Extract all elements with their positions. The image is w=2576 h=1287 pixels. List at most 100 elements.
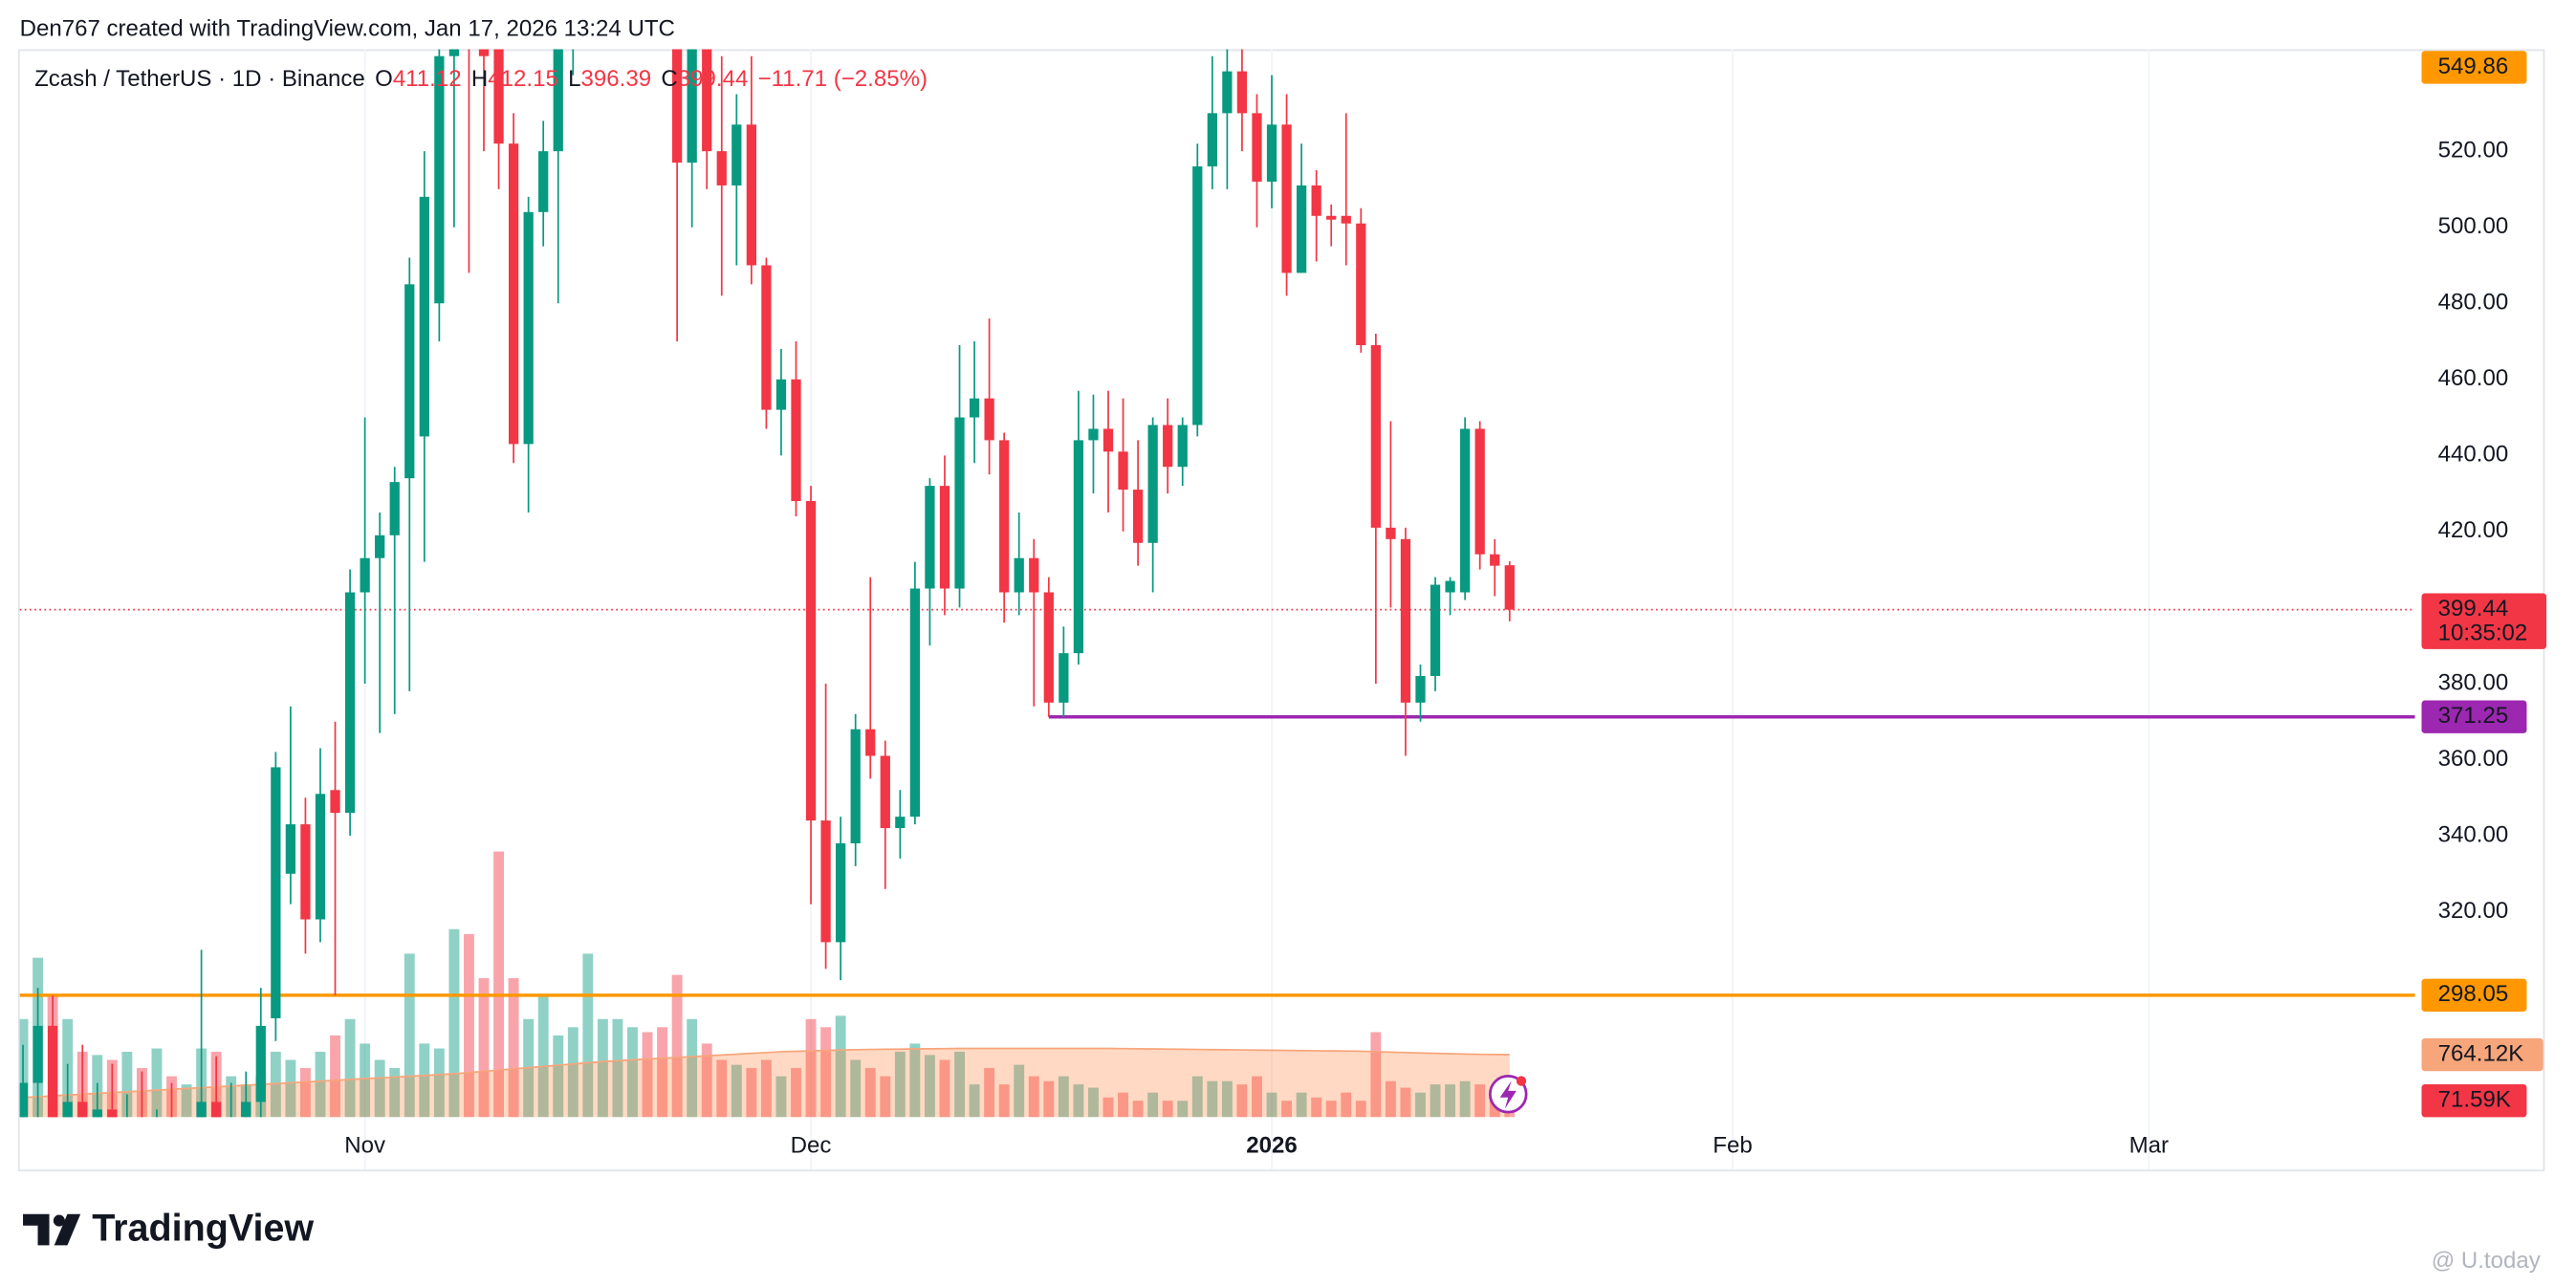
candle-body (791, 379, 801, 502)
candle-body (850, 729, 861, 843)
volume-bar (1058, 1076, 1069, 1118)
candle-body (508, 143, 519, 445)
y-tick-label: 500.00 (2438, 213, 2509, 239)
level-label-box (2421, 51, 2527, 84)
ohlc-letter: H (471, 67, 488, 93)
volume-ma-label-box (2421, 1037, 2543, 1072)
candle-body (1504, 565, 1515, 610)
volume-bar (1088, 1087, 1099, 1118)
volume-bar (1474, 1084, 1486, 1118)
volume-bar (299, 1068, 311, 1118)
candle-body (1014, 557, 1024, 593)
candle-body (1266, 124, 1277, 182)
labels: 320.00 340.00 360.00 380.00 420.00 440.00 460.… (344, 51, 2547, 1159)
candle-body (404, 284, 415, 479)
x-tick-label: Mar (2129, 1133, 2169, 1159)
candle-body (1490, 554, 1500, 566)
volume-bar (760, 1059, 772, 1118)
candle-body (92, 1109, 102, 1118)
volume-bar (1325, 1101, 1337, 1118)
change: −11.71 (−2.85%) (758, 67, 928, 93)
candle-body (19, 1082, 29, 1118)
candle-body (300, 824, 311, 920)
volume-bar (508, 978, 519, 1118)
candle-body (820, 820, 831, 943)
candle-body (1147, 425, 1158, 543)
y-tick-label: 380.00 (2438, 669, 2509, 695)
level-label: 549.86 (2438, 54, 2509, 79)
volume-bar (805, 1018, 817, 1118)
levels (19, 608, 2415, 997)
candle-body (1132, 490, 1144, 543)
candle-body (671, 49, 683, 164)
volume-bar (642, 1032, 653, 1118)
candle-body (969, 398, 980, 418)
volume-bar (374, 1059, 385, 1118)
candle-body (1102, 428, 1114, 452)
candle-body (493, 49, 504, 144)
price-label-box (2421, 593, 2547, 649)
volume-bar (1341, 1092, 1352, 1118)
level-label-box (2421, 700, 2527, 733)
y-tick-label: 340.00 (2438, 821, 2509, 847)
candle-body (1192, 166, 1203, 425)
volume-bar (493, 851, 504, 1118)
volume-bar (344, 1018, 356, 1118)
candle-body (746, 124, 756, 266)
volume-bar (360, 1043, 371, 1118)
volume-bar (285, 1059, 296, 1118)
candle-body (196, 1102, 207, 1118)
volume-bar (404, 953, 415, 1118)
x-tick-label: Dec (791, 1133, 832, 1159)
y-tick-label: 480.00 (2438, 290, 2509, 316)
volume-bar (894, 1051, 906, 1118)
candle-body (33, 1025, 43, 1083)
volume-bar (864, 1068, 876, 1118)
volume-bar (909, 1043, 921, 1118)
candle-body (360, 557, 370, 593)
volume-bar (1162, 1101, 1173, 1118)
volume-ma-area (23, 1048, 1510, 1118)
volume-bar (1400, 1087, 1411, 1118)
candle-body (227, 1117, 236, 1132)
candle-body (122, 1117, 132, 1132)
candle-body (880, 755, 890, 829)
ohlc-value: 399.44 (678, 67, 749, 93)
volume-bar (775, 1076, 787, 1118)
level-label: 371.25 (2438, 703, 2509, 729)
credit: Den767 created with TradingView.com, Jan… (20, 15, 675, 41)
volume-pane (19, 851, 1516, 1118)
volume-last-label-box (2421, 1083, 2527, 1118)
candle-body (1356, 223, 1366, 345)
candle-body (344, 592, 356, 814)
volume-last-label: 71.59K (2438, 1087, 2511, 1113)
candle-body (1445, 580, 1455, 593)
candle-body (48, 1025, 58, 1118)
candle-body (731, 124, 742, 185)
volume-bar (1132, 1101, 1144, 1118)
volume-bar (1177, 1101, 1189, 1118)
candle-body (1222, 71, 1233, 114)
candle-body (1059, 653, 1069, 703)
y-tick-label: 420.00 (2438, 517, 2509, 543)
candle-body (523, 211, 534, 445)
candle-body (1029, 557, 1039, 593)
candle-body (775, 379, 787, 410)
volume-bar (1043, 1080, 1055, 1118)
volume-ma-line (22, 1047, 1510, 1099)
volume-bar (537, 994, 549, 1118)
candles (19, 49, 1515, 1132)
candle-body (805, 501, 817, 821)
candle-body (553, 49, 563, 152)
volume-bar (1430, 1084, 1441, 1118)
level-label: 298.05 (2438, 981, 2509, 1007)
candle-body (62, 1102, 73, 1118)
price-label: 399.44 (2438, 596, 2509, 622)
candle-body (895, 817, 906, 829)
volume-bar (746, 1068, 757, 1118)
snapshot-icon (1488, 1075, 1528, 1114)
candle-body (1073, 440, 1084, 654)
x-tick-label: Nov (344, 1133, 385, 1159)
volume-bar (671, 974, 683, 1118)
